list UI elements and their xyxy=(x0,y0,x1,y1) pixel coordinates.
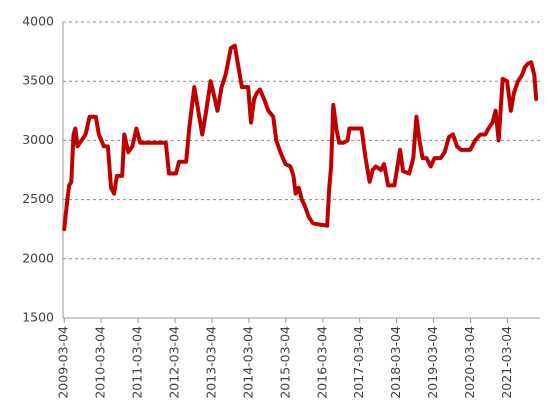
x-tick-label: 2020-03-04 xyxy=(462,326,477,399)
x-tick-label: 2009-03-04 xyxy=(56,326,71,399)
x-tick-label: 2019-03-04 xyxy=(425,326,440,399)
x-tick-label: 2017-03-04 xyxy=(351,326,366,399)
x-tick-label: 2018-03-04 xyxy=(388,326,403,399)
y-tick-label: 4000 xyxy=(22,14,54,29)
line-series xyxy=(62,43,539,232)
x-tick-label: 2011-03-04 xyxy=(130,326,145,399)
y-tick-label: 1500 xyxy=(22,310,54,325)
x-tick-label: 2016-03-04 xyxy=(314,326,329,399)
y-tick-label: 2000 xyxy=(22,250,54,265)
x-tick-label: 2014-03-04 xyxy=(240,326,255,399)
y-tick-label: 3500 xyxy=(22,73,54,88)
x-tick-label: 2012-03-04 xyxy=(167,326,182,399)
x-tick-label: 2015-03-04 xyxy=(277,326,292,399)
y-tick-label: 2500 xyxy=(22,191,54,206)
y-tick-label: 3000 xyxy=(22,132,54,147)
x-tick-label: 2010-03-04 xyxy=(93,326,108,399)
x-tick-label: 2021-03-04 xyxy=(499,326,514,399)
x-tick-label: 2013-03-04 xyxy=(203,326,218,399)
